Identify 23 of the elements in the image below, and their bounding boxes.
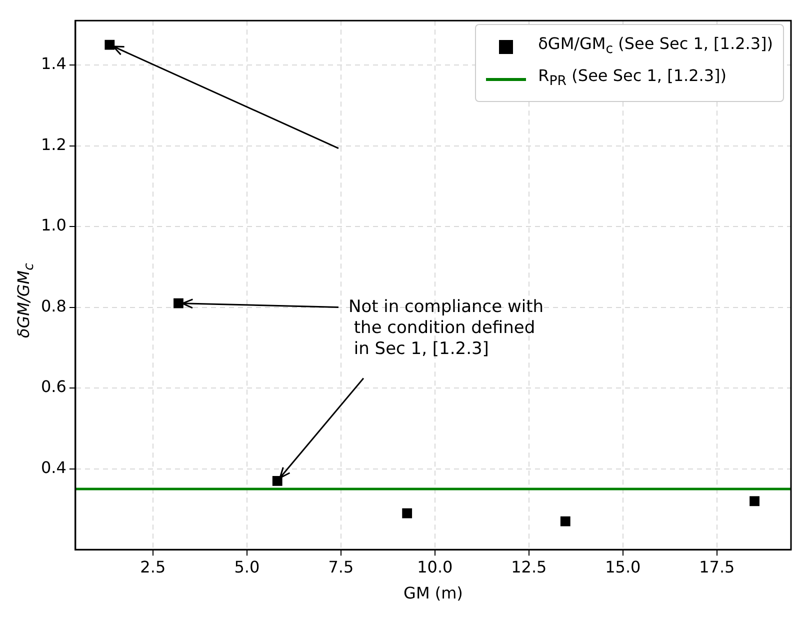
x-axis-title: GM (m) xyxy=(404,584,463,603)
point xyxy=(560,516,570,526)
point xyxy=(402,508,412,518)
point xyxy=(750,496,760,506)
y-tick-label: 1.4 xyxy=(40,54,66,74)
point xyxy=(174,298,184,308)
x-tick-label: 15.0 xyxy=(605,557,641,576)
x-tick-label: 5.0 xyxy=(234,557,260,576)
y-tick-label: 0.8 xyxy=(40,296,66,316)
point xyxy=(272,476,282,486)
point xyxy=(104,40,115,50)
y-tick-label: 1.2 xyxy=(40,134,66,154)
annotation: Not in compliance with the condition defined in Sec 1, [1.2.3] xyxy=(348,297,544,360)
y-tick-label: 0.6 xyxy=(40,377,66,396)
x-tick-label: 12.5 xyxy=(511,557,547,576)
x-tick-label: 17.5 xyxy=(699,557,735,576)
legend-label: R$_{PR}$ (See Sec 1, [1.2.3]) xyxy=(538,65,727,92)
x-tick-label: 10.0 xyxy=(417,557,453,576)
x-tick-label: 7.5 xyxy=(328,557,354,576)
legend-label: δGM/GM$_{c}$ (See Sec 1, [1.2.3]) xyxy=(538,33,773,60)
y-tick-label: 0.4 xyxy=(40,458,66,477)
x-tick-label: 2.5 xyxy=(140,557,166,576)
y-tick-label: 1.0 xyxy=(40,216,66,235)
